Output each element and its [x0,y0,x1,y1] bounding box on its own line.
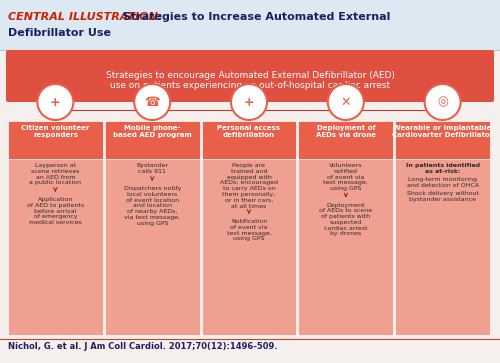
Text: Deployment
of AEDs to scene
of patients with
suspected
cardiac arrest
by drones: Deployment of AEDs to scene of patients … [319,203,372,237]
Bar [105,121,200,159]
Text: In patients identified
as at-risk:: In patients identified as at-risk: [406,163,479,174]
Text: Application
of AED to patients
before arrival
of emergency
medical services: Application of AED to patients before ar… [27,197,84,225]
Text: Layperson at
scene retrieves
an AED from
a public location: Layperson at scene retrieves an AED from… [30,163,82,185]
Text: ◎: ◎ [437,95,448,109]
Bar [8,121,103,335]
Text: Long-term monitoring
and detection of OHCA: Long-term monitoring and detection of OH… [406,177,478,188]
Text: CENTRAL ILLUSTRATION:: CENTRAL ILLUSTRATION: [8,12,162,22]
FancyBboxPatch shape [6,50,494,102]
Text: Nichol, G. et al. J Am Coll Cardiol. 2017;70(12):1496-509.: Nichol, G. et al. J Am Coll Cardiol. 201… [8,342,278,351]
Text: ☎: ☎ [144,95,160,109]
Bar [202,121,296,159]
Text: Deployment of
AEDs via drone: Deployment of AEDs via drone [316,125,376,138]
Text: use on patients experiencing an out-of-hospital cardiac arrest: use on patients experiencing an out-of-h… [110,81,390,90]
Circle shape [231,84,267,120]
Bar [298,121,393,159]
Bar [395,121,490,159]
Text: Strategies to Increase Automated External: Strategies to Increase Automated Externa… [123,12,390,22]
Bar [8,121,103,159]
Text: Bystander
calls 911: Bystander calls 911 [136,163,168,174]
Bar [298,121,393,335]
Bar [202,121,296,335]
Text: People are
trained and
equipped with
AEDs; encouraged
to carry AEDs on
them pers: People are trained and equipped with AED… [220,163,278,209]
Bar [0,0,500,50]
Text: Mobile phone-
based AED program: Mobile phone- based AED program [113,125,192,138]
Text: Strategies to encourage Automated External Defibrillator (AED): Strategies to encourage Automated Extern… [106,70,395,79]
Text: +: + [244,95,254,109]
Bar [395,121,490,335]
Text: Volunteers
notified
of event via
text message,
using GPS: Volunteers notified of event via text me… [324,163,368,191]
Circle shape [134,84,170,120]
Text: Citizen volunteer
responders: Citizen volunteer responders [21,125,89,138]
Circle shape [38,84,74,120]
Circle shape [328,84,364,120]
Text: Wearable or Implantable
Cardiovarter Defibrillator: Wearable or Implantable Cardiovarter Def… [392,125,493,138]
Bar [105,121,200,335]
Text: Shock delivery without
bystander assistance: Shock delivery without bystander assista… [406,191,478,202]
Text: Notification
of event via
text message,
using GPS: Notification of event via text message, … [226,219,272,241]
Text: Dispatchers notify
local volunteers
of event location
and location
of nearby AED: Dispatchers notify local volunteers of e… [124,186,181,226]
Text: ✕: ✕ [340,95,351,109]
Circle shape [424,84,460,120]
Text: Defibrillator Use: Defibrillator Use [8,28,111,38]
Text: +: + [50,95,60,109]
Text: Personal access
defibrillation: Personal access defibrillation [218,125,280,138]
